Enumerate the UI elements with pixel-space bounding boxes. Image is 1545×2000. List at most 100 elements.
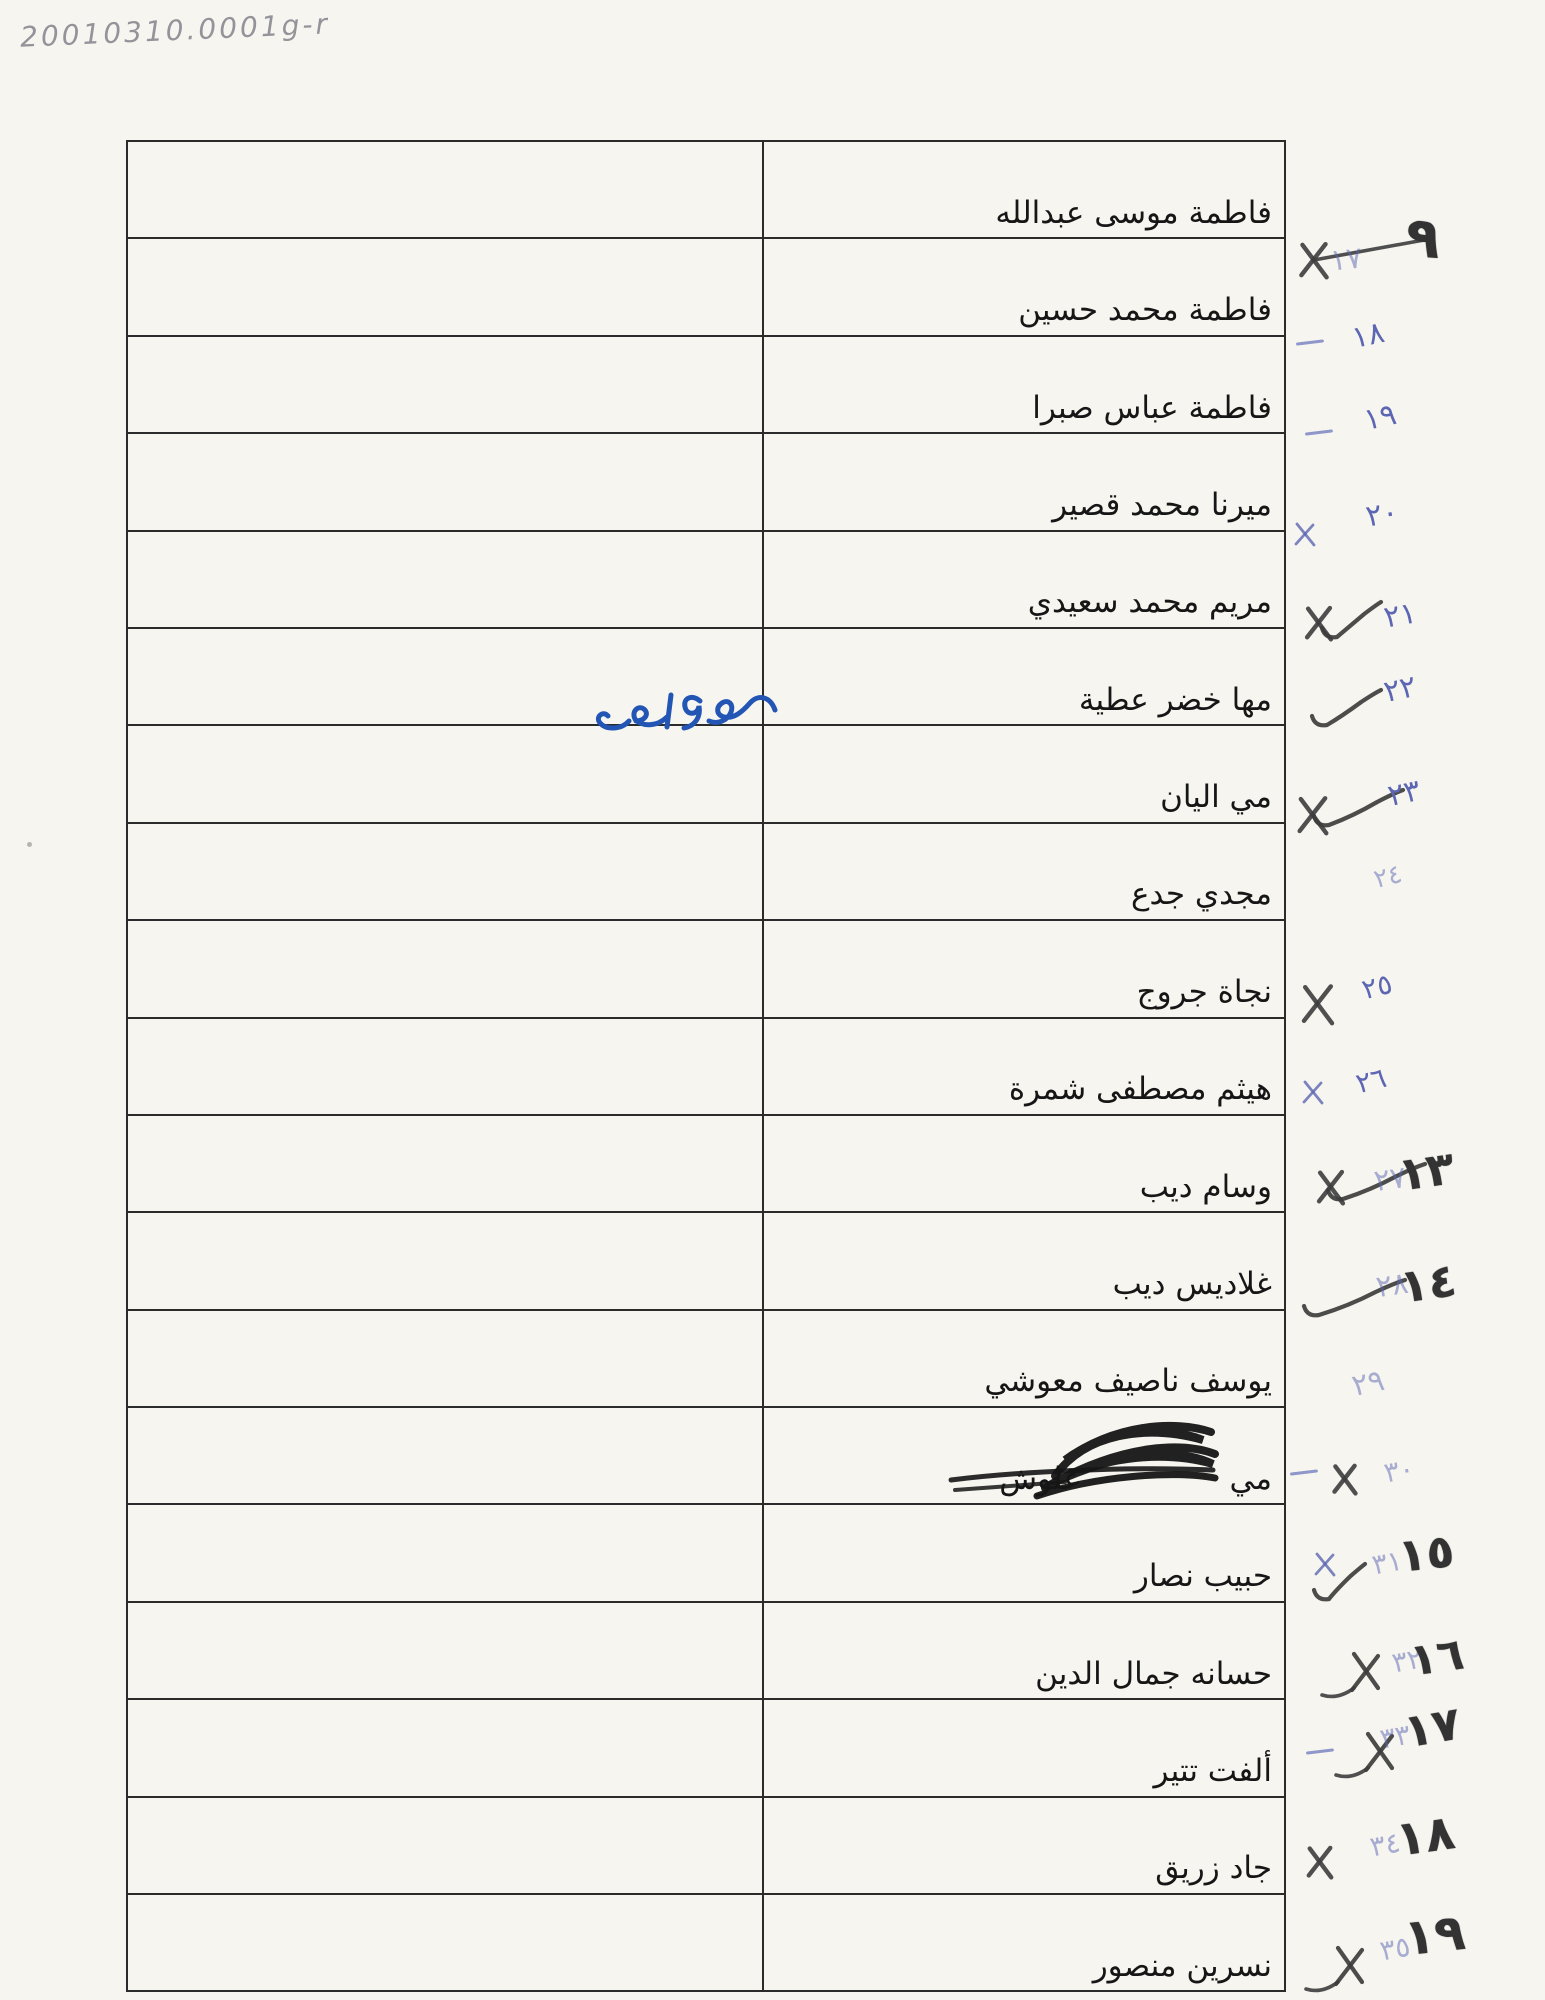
name-text: مي	[1229, 1460, 1272, 1497]
handwritten-reference-note: 20010310.0001g-r	[19, 7, 331, 54]
name-cell: فاطمة عباس صبرا	[762, 336, 1284, 433]
pencil-number: ٩	[1403, 204, 1443, 273]
table-row: فاطمة عباس صبرا	[128, 336, 1284, 435]
empty-cell	[128, 921, 762, 1016]
blue-x-mark	[1314, 1552, 1336, 1577]
pencil-check-swoosh	[1311, 1561, 1368, 1602]
scan-speck	[27, 842, 32, 847]
name-cell: ألفت تتير	[762, 1700, 1284, 1796]
empty-cell	[128, 1116, 762, 1211]
blue-pen-number: ٢٦	[1352, 1060, 1390, 1101]
blue-pen-number: ٣٣	[1377, 1717, 1413, 1756]
blue-pen-number: ٢٢	[1380, 669, 1420, 710]
name-cell: ميرنا محمد قصير	[762, 434, 1284, 530]
table-row: هيثم مصطفى شمرة	[128, 1018, 1284, 1116]
blue-pen-number: ٢٩	[1348, 1363, 1388, 1404]
table-row: ألفت تتير	[128, 1700, 1284, 1798]
name-cell: نجاة جروج	[762, 921, 1284, 1017]
empty-cell	[128, 1603, 762, 1698]
blue-pen-number: ٢٠	[1363, 494, 1402, 535]
empty-cell	[128, 532, 762, 627]
empty-cell	[128, 824, 762, 919]
table-row: مجدي جدع	[128, 823, 1284, 922]
pencil-number: ١٤	[1396, 1252, 1460, 1314]
name-cell: مجدي جدع	[762, 823, 1284, 920]
name-cell: حسانه جمال الدين	[762, 1602, 1284, 1699]
blue-x-mark	[1294, 522, 1316, 547]
name-cell: وسام ديب	[762, 1115, 1284, 1212]
empty-cell	[128, 1408, 762, 1503]
blue-pen-number: ١٧	[1328, 240, 1364, 279]
blue-x-mark	[1302, 1080, 1324, 1105]
pencil-check-swoosh	[1309, 687, 1384, 728]
name-cell: حبيب نصار	[762, 1505, 1284, 1601]
pencil-check-swoosh	[1325, 1161, 1428, 1202]
ink-scribble	[948, 1421, 1219, 1500]
name-cell: غلاديس ديب	[762, 1213, 1284, 1309]
table-row: يوسف ناصيف معوشي	[128, 1310, 1284, 1409]
blue-pen-number: ٢٧	[1371, 1159, 1409, 1200]
pencil-x-mark	[1297, 796, 1329, 836]
pencil-check-swoosh	[1301, 1277, 1408, 1318]
pencil-x-mark	[1299, 241, 1329, 280]
name-cell: فاطمة موسى عبدالله	[762, 142, 1284, 238]
table-row: فاطمة موسى عبدالله	[128, 142, 1284, 240]
pencil-x-mark	[1306, 1845, 1334, 1880]
empty-cell	[128, 1505, 762, 1600]
table-row: مي اليان	[128, 726, 1284, 824]
blue-pen-number: ٣١	[1369, 1543, 1405, 1582]
table-row: وسام ديب	[128, 1115, 1284, 1214]
blue-pen-number: ٢٥	[1358, 966, 1396, 1007]
table-row: مريم محمد سعيدي	[128, 531, 1284, 629]
table-row: نسرين منصور	[128, 1895, 1284, 1993]
name-cell: مريم محمد سعيدي	[762, 531, 1284, 627]
blue-pen-number: ١٩	[1360, 397, 1400, 438]
blue-pen-number: ١٨	[1348, 315, 1388, 356]
pencil-x-with-tail	[1304, 1945, 1365, 1993]
table-row: مها خضر عطية	[128, 628, 1284, 727]
blue-pen-number: ٢٣	[1384, 773, 1424, 814]
name-cell: جاد زريق	[762, 1797, 1284, 1894]
name-cell: مها خضر عطية	[762, 628, 1284, 725]
table-row: فاطمة محمد حسين	[128, 239, 1284, 337]
pencil-check-swoosh	[1319, 599, 1384, 640]
empty-cell	[128, 1311, 762, 1406]
blue-pen-number: ٣٢	[1389, 1641, 1425, 1680]
blue-dash-mark	[1289, 1469, 1319, 1477]
table-row: نجاة جروج	[128, 921, 1284, 1019]
name-cell: مي اليان	[762, 726, 1284, 822]
table-row: حسانه جمال الدين	[128, 1602, 1284, 1701]
table-row: غلاديس ديب	[128, 1213, 1284, 1311]
blue-dash-mark	[1305, 1748, 1335, 1756]
blue-pen-number: ٣٤	[1367, 1825, 1403, 1864]
name-cell: نسرين منصور	[762, 1895, 1284, 1991]
blue-pen-number: ٣٥	[1377, 1929, 1413, 1968]
empty-cell	[128, 1019, 762, 1114]
pencil-x-with-tail	[1320, 1651, 1381, 1699]
pencil-x-with-tail	[1334, 1731, 1395, 1779]
pencil-x-mark	[1332, 1463, 1358, 1496]
name-cell: فاطمة محمد حسين	[762, 239, 1284, 335]
empty-cell	[128, 1700, 762, 1795]
table-row: ميرنا محمد قصير	[128, 434, 1284, 532]
blue-pen-number: ٢٤	[1370, 859, 1406, 895]
pencil-number: ١٧	[1399, 1695, 1465, 1759]
pencil-stroke	[1312, 238, 1426, 262]
pencil-x-mark	[1301, 984, 1335, 1026]
pencil-number: ١٣	[1394, 1140, 1458, 1202]
pencil-check-swoosh	[1311, 787, 1406, 828]
blue-dash-mark	[1304, 429, 1334, 437]
blue-pen-number: ٢١	[1381, 595, 1420, 636]
pencil-number: ١٨	[1392, 1804, 1459, 1868]
pencil-x-mark	[1316, 1169, 1346, 1206]
blue-ink-signature	[595, 692, 778, 731]
empty-cell	[128, 239, 762, 334]
names-table: فاطمة موسى عبدالله فاطمة محمد حسين فاطمة ع…	[126, 140, 1286, 1993]
pencil-number: ١٦	[1406, 1628, 1468, 1687]
empty-cell	[128, 1895, 762, 1990]
name-cell: هيثم مصطفى شمرة	[762, 1018, 1284, 1114]
table-row: حبيب نصار	[128, 1505, 1284, 1603]
pencil-number: ١٩	[1401, 1902, 1468, 1968]
blue-dash-mark	[1295, 339, 1325, 347]
